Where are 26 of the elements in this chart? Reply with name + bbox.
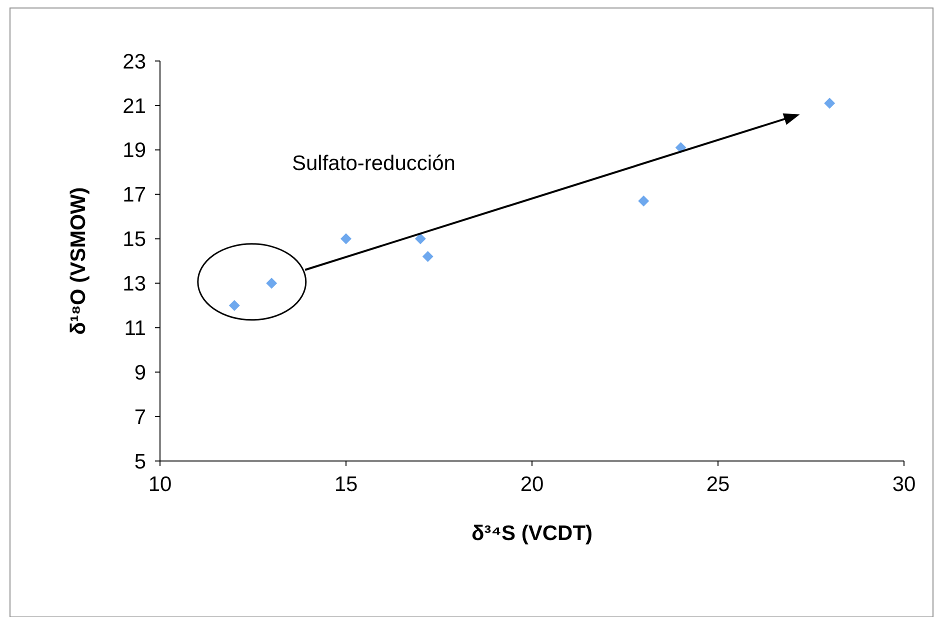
point (228, 300, 240, 311)
point (824, 98, 836, 109)
point (422, 251, 434, 262)
annotation: Sulfato-reducción (292, 152, 456, 175)
y-tick-label: 17 (122, 184, 146, 207)
point (414, 233, 426, 244)
x-tick-label: 15 (334, 473, 358, 496)
x-tick-label: 30 (892, 473, 916, 496)
y-tick-label: 21 (122, 94, 146, 118)
x-tick-label: 25 (706, 473, 730, 496)
y-tick-label: 9 (134, 361, 146, 384)
y-tick-label: 11 (124, 317, 146, 340)
x-axis-title: δ³⁴S (VCDT) (471, 522, 593, 545)
y-tick-label: 7 (134, 406, 146, 429)
point (675, 142, 686, 154)
y-tick-label: 19 (122, 139, 146, 162)
y-tick-label: 23 (122, 50, 146, 74)
point (638, 196, 650, 206)
point (340, 233, 352, 244)
y-tick-label: 15 (122, 228, 146, 252)
y-tick-label: 5 (134, 450, 146, 474)
y-axis-title: δ¹⁸O (VSMOW) (67, 187, 90, 335)
y-tick-label: 13 (122, 272, 146, 296)
point (266, 278, 278, 289)
x-tick-label: 20 (520, 473, 544, 496)
x-tick-label: 10 (148, 473, 172, 496)
